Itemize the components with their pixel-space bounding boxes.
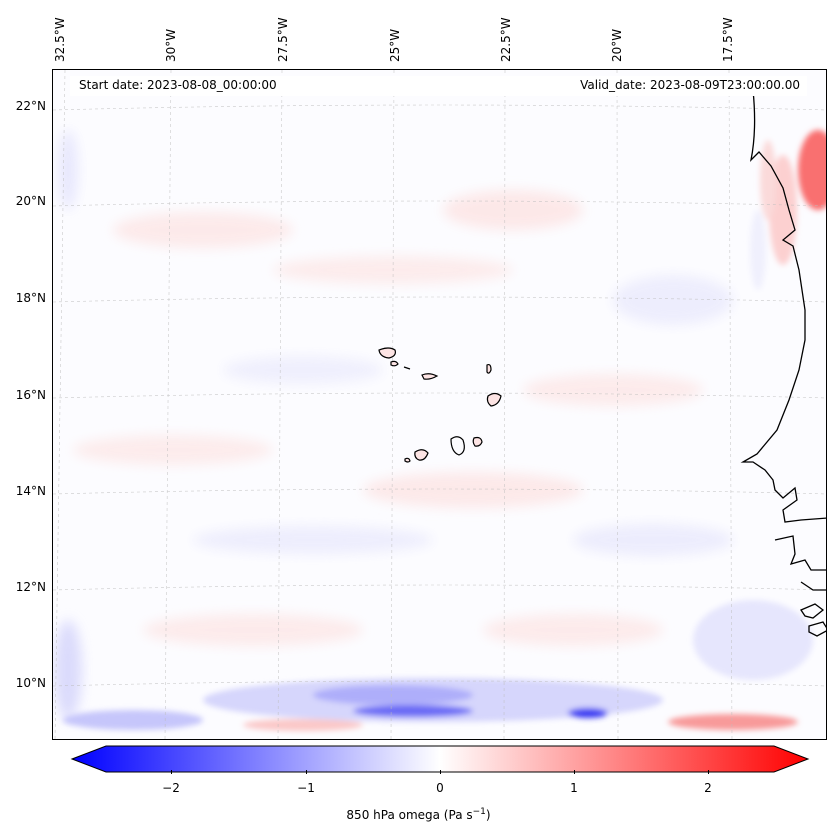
lon-label-22-5w: 22.5°W bbox=[499, 17, 513, 62]
cape-verde-islands bbox=[378, 347, 502, 463]
coastal-gravity-wave bbox=[750, 130, 826, 290]
lon-label-27-5w: 27.5°W bbox=[276, 17, 290, 62]
map-panel bbox=[52, 69, 827, 740]
colorbar-label-text: 850 hPa omega (Pa s bbox=[346, 808, 473, 822]
valid-date-label: Valid_date: 2023-08-09T23:00:00.00 bbox=[580, 78, 800, 92]
african-coastline bbox=[740, 89, 826, 637]
colorbar-tick-label: 2 bbox=[704, 781, 712, 795]
omega-field-map bbox=[53, 70, 826, 739]
lon-label-25w: 25°W bbox=[388, 28, 402, 62]
lon-label-17-5w: 17.5°W bbox=[721, 17, 735, 62]
colorbar-tickmark bbox=[306, 770, 307, 774]
lon-label-20w: 20°W bbox=[610, 28, 624, 62]
lon-label-32-5w: 32.5°W bbox=[53, 17, 67, 62]
colorbar-tick-label: 1 bbox=[570, 781, 578, 795]
omega-field-patches bbox=[54, 130, 733, 720]
colorbar bbox=[70, 745, 810, 773]
colorbar-label-close: ) bbox=[485, 808, 491, 822]
colorbar-label-exponent: −1 bbox=[472, 807, 486, 817]
colorbar-tickmark bbox=[574, 770, 575, 774]
start-date-label: Start date: 2023-08-08_00:00:00 bbox=[79, 78, 277, 92]
lat-label-22n: 22°N bbox=[15, 99, 46, 113]
lat-label-14n: 14°N bbox=[15, 484, 46, 498]
lat-label-20n: 20°N bbox=[15, 194, 46, 208]
colorbar-tick-label: 0 bbox=[436, 781, 444, 795]
colorbar-bar bbox=[70, 745, 810, 773]
lat-label-16n: 16°N bbox=[15, 388, 46, 402]
colorbar-tickmark bbox=[440, 770, 441, 774]
lon-label-30w: 30°W bbox=[164, 28, 178, 62]
map-info-bar: Start date: 2023-08-08_00:00:00 Valid_da… bbox=[70, 76, 807, 96]
colorbar-tick-label: −1 bbox=[297, 781, 315, 795]
gridlines bbox=[53, 70, 826, 739]
colorbar-label: 850 hPa omega (Pa s−1) bbox=[0, 807, 837, 822]
colorbar-tick-label: −2 bbox=[162, 781, 180, 795]
lat-label-18n: 18°N bbox=[15, 291, 46, 305]
lat-label-12n: 12°N bbox=[15, 580, 46, 594]
colorbar-tickmark bbox=[708, 770, 709, 774]
colorbar-tickmark bbox=[171, 770, 172, 774]
lat-label-10n: 10°N bbox=[15, 676, 46, 690]
southern-convective-band bbox=[63, 600, 813, 731]
